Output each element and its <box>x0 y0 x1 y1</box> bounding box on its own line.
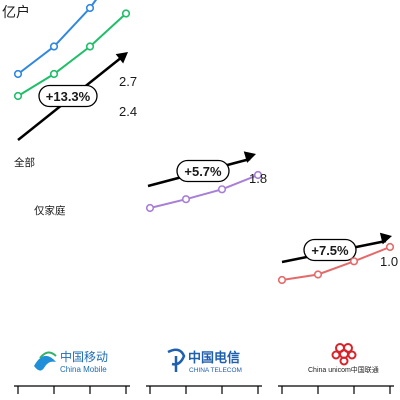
axes-group <box>14 385 394 394</box>
panel-0-series-1-point-2 <box>85 42 95 51</box>
panel-1-series-0-line <box>149 174 259 209</box>
panel-1: +5.7% 1.8 <box>145 151 267 213</box>
china-telecom-logo: 中国电信 CHINA TELECOM <box>167 348 242 374</box>
panel-0-series-0-point-0 <box>13 69 23 79</box>
panel-0: +13.3% 2.7 全部 2.4 仅家庭 <box>13 0 137 217</box>
panel-2-series-0-point-2 <box>349 257 359 266</box>
panel-1-brand-en: CHINA TELECOM <box>189 367 242 374</box>
panel-0-series-1-point-1 <box>49 69 59 79</box>
panel-0-series-0-point-1 <box>49 42 59 51</box>
china-telecom-emblem-icon <box>167 348 186 372</box>
panel-0-series-1-point-3 <box>121 9 131 18</box>
panel-0-growth-pill <box>38 84 98 108</box>
panel-1-brand: 中国电信 <box>188 350 240 365</box>
china-mobile-emblem-icon <box>34 355 56 371</box>
panel-0-series-1-end-label: 2.4 <box>119 104 137 119</box>
unit-label: 亿户 <box>2 4 30 20</box>
panel-1-series-0-point-2 <box>217 185 227 194</box>
panel-0-series-0-end-label: 2.7 <box>119 74 137 89</box>
panel-2-series-0-point-1 <box>313 270 323 279</box>
panel-1-series-0-end-label: 1.8 <box>249 171 267 186</box>
panel-1-series-0-point-1 <box>181 195 191 204</box>
china-unicom-knot-icon <box>331 343 357 366</box>
panel-1-series-0-point-0 <box>145 203 155 213</box>
panel-0-series-0-name: 全部 <box>14 156 35 169</box>
panels-group: +13.3% 2.7 全部 2.4 仅家庭 +5.7% 1.8 +7.5% 1.0 <box>13 0 398 285</box>
panel-0-series-1-line <box>17 12 127 97</box>
panel-0-series-1-point-0 <box>13 91 23 101</box>
panel-0-brand: 中国移动 <box>60 349 108 364</box>
panel-2-series-0-line <box>281 246 391 281</box>
panel-0-growth-label: +13.3% <box>46 89 91 104</box>
panel-2-series-0-point-3 <box>385 242 395 252</box>
panel-0-series-0-point-2 <box>85 3 95 13</box>
panel-2-growth-label: +7.5% <box>311 243 349 258</box>
panel-1-growth-pill <box>176 159 230 183</box>
panel-2-series-0-end-label: 1.0 <box>380 254 398 269</box>
panel-1-arrow-head-icon <box>243 151 256 163</box>
logo-row: 中国移动 China Mobile 中国电信 CHINA TELECOM Chi… <box>34 343 379 374</box>
china-unicom-logo: China unicom中国联通 <box>308 343 379 374</box>
panel-2-growth-pill <box>303 238 357 262</box>
panel-2-arrow-head-icon <box>379 232 392 245</box>
panel-2: +7.5% 1.0 <box>277 232 398 285</box>
china-mobile-logo: 中国移动 China Mobile <box>34 349 108 374</box>
panel-2-series-0-point-0 <box>277 275 287 285</box>
panel-0-series-0-line <box>17 0 98 75</box>
panel-0-brand-en: China Mobile <box>60 365 107 374</box>
china-mobile-emblem-swirl-icon <box>39 351 57 359</box>
panel-1-series-0-point-3 <box>253 170 263 180</box>
panel-0-series-1-name: 仅家庭 <box>34 204 66 217</box>
panel-1-growth-label: +5.7% <box>184 164 222 179</box>
panel-0-arrow-head-icon <box>115 52 128 64</box>
panel-2-brand-en: China unicom中国联通 <box>308 365 379 374</box>
